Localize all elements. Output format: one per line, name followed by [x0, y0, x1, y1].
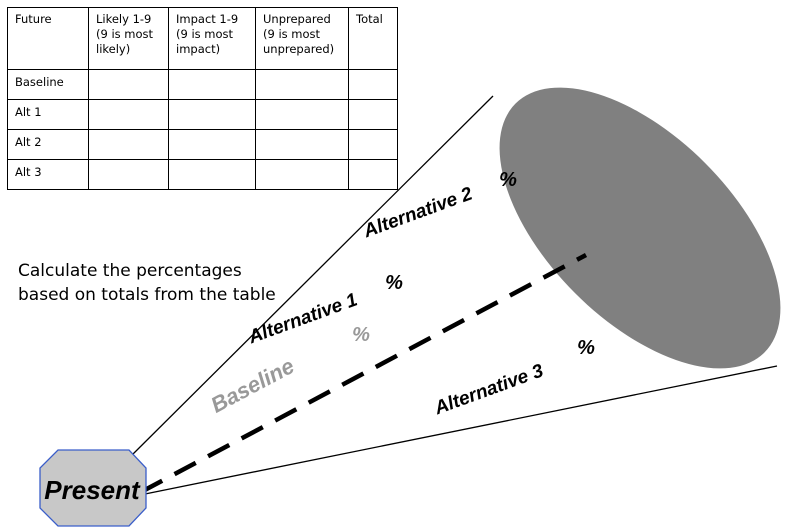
table-cell[interactable] [88, 129, 169, 160]
alternative-3-label: Alternative 3 [431, 360, 547, 419]
table-row: Baseline [7, 69, 398, 100]
table-cell[interactable] [255, 159, 349, 190]
column-header-future: Future [7, 7, 89, 70]
table-cell[interactable] [168, 69, 256, 100]
cone-end-ellipse [499, 87, 781, 369]
table-cell[interactable] [88, 159, 169, 190]
table-cell[interactable] [255, 69, 349, 100]
futures-scoring-table: Future Likely 1-9 (9 is most likely) Imp… [7, 7, 398, 190]
table-cell[interactable] [348, 129, 398, 160]
table-cell[interactable] [88, 99, 169, 130]
present-octagon [39, 449, 147, 527]
table-cell[interactable] [348, 159, 398, 190]
table-cell[interactable] [348, 99, 398, 130]
table-row: Alt 1 [7, 99, 398, 130]
baseline-dashed-line [139, 253, 588, 494]
row-label-baseline: Baseline [7, 69, 89, 100]
row-label-alt-3: Alt 3 [7, 159, 89, 190]
table-cell[interactable] [255, 129, 349, 160]
table-header-row: Future Likely 1-9 (9 is most likely) Imp… [7, 7, 398, 70]
column-header-total: Total [348, 7, 398, 70]
table-cell[interactable] [168, 129, 256, 160]
column-header-likely: Likely 1-9 (9 is most likely) [88, 7, 169, 70]
table-cell[interactable] [88, 69, 169, 100]
table-row: Alt 2 [7, 129, 398, 160]
column-header-unprepared: Unprepared (9 is most unprepared) [255, 7, 349, 70]
baseline-percent: % [352, 324, 370, 346]
instruction-text: Calculate the percentages based on total… [18, 261, 276, 305]
alternative-3-percent: % [577, 337, 595, 359]
alternative-2-label: Alternative 2 [360, 183, 476, 242]
table-cell[interactable] [168, 159, 256, 190]
cone-upper-edge [128, 95, 494, 459]
row-label-alt-2: Alt 2 [7, 129, 89, 160]
table-row: Alt 3 [7, 159, 398, 190]
table-cell[interactable] [348, 69, 398, 100]
column-header-impact: Impact 1-9 (9 is most impact) [168, 7, 256, 70]
present-label: Present [44, 475, 141, 505]
table-cell[interactable] [168, 99, 256, 130]
alternative-2-percent: % [499, 169, 517, 191]
cone-lower-edge [144, 365, 778, 495]
alternative-1-percent: % [385, 272, 403, 294]
table-cell[interactable] [255, 99, 349, 130]
row-label-alt-1: Alt 1 [7, 99, 89, 130]
baseline-label: Baseline [207, 353, 299, 418]
